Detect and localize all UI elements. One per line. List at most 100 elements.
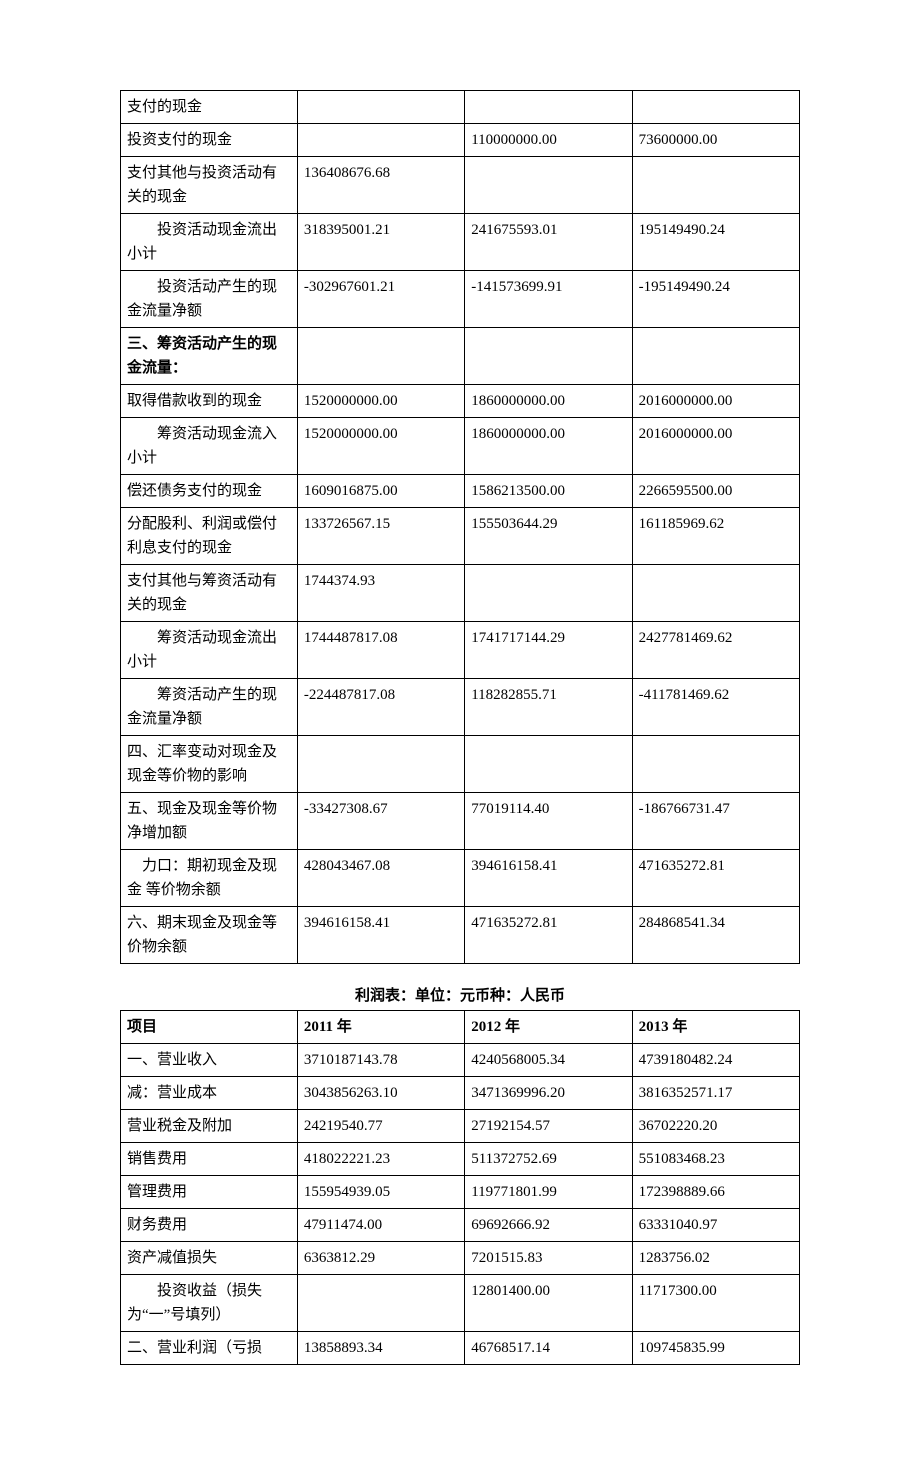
table-row: 投资支付的现金 110000000.0073600000.00	[121, 124, 800, 157]
row-label: 四、汇率变动对现金及现金等价物的影响	[121, 736, 298, 793]
cell-value: 69692666.92	[465, 1209, 632, 1242]
cell-value	[632, 565, 799, 622]
row-label: 支付其他与筹资活动有关的现金	[121, 565, 298, 622]
row-label: 筹资活动产生的现金流量净额	[121, 679, 298, 736]
cell-value: 1744374.93	[297, 565, 464, 622]
col-header-item: 项目	[121, 1011, 298, 1044]
col-header-2012: 2012 年	[465, 1011, 632, 1044]
cell-value: 471635272.81	[465, 907, 632, 964]
table-row: 六、期末现金及现金等价物余额394616158.41471635272.8128…	[121, 907, 800, 964]
table-row: 分配股利、利润或偿付利息支付的现金133726567.15155503644.2…	[121, 508, 800, 565]
cell-value: 394616158.41	[465, 850, 632, 907]
cell-value: 36702220.20	[632, 1110, 799, 1143]
row-label: 投资收益（损失为“一”号填列）	[121, 1275, 298, 1332]
row-label: 财务费用	[121, 1209, 298, 1242]
cell-value: -186766731.47	[632, 793, 799, 850]
cell-value: 161185969.62	[632, 508, 799, 565]
cell-value	[632, 328, 799, 385]
table-row: 力口：期初现金及现金 等价物余额428043467.08394616158.41…	[121, 850, 800, 907]
cell-value: -195149490.24	[632, 271, 799, 328]
cell-value: 1586213500.00	[465, 475, 632, 508]
table-row: 支付的现金	[121, 91, 800, 124]
cell-value: 47911474.00	[297, 1209, 464, 1242]
cell-value: 4739180482.24	[632, 1044, 799, 1077]
cell-value: 3816352571.17	[632, 1077, 799, 1110]
cell-value: 318395001.21	[297, 214, 464, 271]
cell-value: 1860000000.00	[465, 418, 632, 475]
cell-value: 110000000.00	[465, 124, 632, 157]
cell-value: 155503644.29	[465, 508, 632, 565]
cell-value: -411781469.62	[632, 679, 799, 736]
table-row: 销售费用418022221.23511372752.69551083468.23	[121, 1143, 800, 1176]
table-row: 投资收益（损失为“一”号填列） 12801400.0011717300.00	[121, 1275, 800, 1332]
cell-value: 1744487817.08	[297, 622, 464, 679]
cell-value: 136408676.68	[297, 157, 464, 214]
cell-value: 6363812.29	[297, 1242, 464, 1275]
cell-value: 73600000.00	[632, 124, 799, 157]
row-label: 投资活动现金流出小计	[121, 214, 298, 271]
table-row: 取得借款收到的现金1520000000.001860000000.0020160…	[121, 385, 800, 418]
row-label: 取得借款收到的现金	[121, 385, 298, 418]
table-row: 筹资活动现金流出小计1744487817.081741717144.292427…	[121, 622, 800, 679]
table-row: 三、筹资活动产生的现金流量：	[121, 328, 800, 385]
cell-value: 428043467.08	[297, 850, 464, 907]
cell-value: 13858893.34	[297, 1332, 464, 1365]
cell-value	[632, 157, 799, 214]
table-row: 筹资活动产生的现金流量净额-224487817.08118282855.71-4…	[121, 679, 800, 736]
table-row: 减：营业成本3043856263.103471369996.2038163525…	[121, 1077, 800, 1110]
table-row: 管理费用155954939.05119771801.99172398889.66	[121, 1176, 800, 1209]
row-label: 投资活动产生的现金流量净额	[121, 271, 298, 328]
cell-value: 3471369996.20	[465, 1077, 632, 1110]
cell-value: 27192154.57	[465, 1110, 632, 1143]
row-label: 减：营业成本	[121, 1077, 298, 1110]
cell-value	[297, 328, 464, 385]
row-label: 五、现金及现金等价物净增加额	[121, 793, 298, 850]
cell-value: 109745835.99	[632, 1332, 799, 1365]
row-label: 支付的现金	[121, 91, 298, 124]
row-label: 分配股利、利润或偿付利息支付的现金	[121, 508, 298, 565]
row-label: 支付其他与投资活动有关的现金	[121, 157, 298, 214]
cell-value: 7201515.83	[465, 1242, 632, 1275]
cell-value: 394616158.41	[297, 907, 464, 964]
cell-value: 2016000000.00	[632, 385, 799, 418]
cell-value: 118282855.71	[465, 679, 632, 736]
table-header-row: 项目 2011 年 2012 年 2013 年	[121, 1011, 800, 1044]
cell-value: 172398889.66	[632, 1176, 799, 1209]
income-statement-table: 项目 2011 年 2012 年 2013 年 一、营业收入3710187143…	[120, 1010, 800, 1365]
cell-value: 3710187143.78	[297, 1044, 464, 1077]
cell-value: 241675593.01	[465, 214, 632, 271]
row-label: 销售费用	[121, 1143, 298, 1176]
cell-value	[297, 124, 464, 157]
cell-value: 77019114.40	[465, 793, 632, 850]
cell-value: 511372752.69	[465, 1143, 632, 1176]
cell-value: 1860000000.00	[465, 385, 632, 418]
cell-value	[297, 736, 464, 793]
table-row: 营业税金及附加24219540.7727192154.5736702220.20	[121, 1110, 800, 1143]
income-statement-caption: 利润表：单位：元币种：人民币	[120, 984, 800, 1005]
cell-value: 11717300.00	[632, 1275, 799, 1332]
row-label: 一、营业收入	[121, 1044, 298, 1077]
row-label: 营业税金及附加	[121, 1110, 298, 1143]
cell-value	[297, 1275, 464, 1332]
row-label: 力口：期初现金及现金 等价物余额	[121, 850, 298, 907]
cell-value: 3043856263.10	[297, 1077, 464, 1110]
cell-value: 46768517.14	[465, 1332, 632, 1365]
table-row: 财务费用47911474.0069692666.9263331040.97	[121, 1209, 800, 1242]
cell-value: 24219540.77	[297, 1110, 464, 1143]
cell-value: 418022221.23	[297, 1143, 464, 1176]
cell-value: 2016000000.00	[632, 418, 799, 475]
cell-value	[465, 565, 632, 622]
table-row: 支付其他与筹资活动有关的现金1744374.93	[121, 565, 800, 622]
row-label: 筹资活动现金流入小计	[121, 418, 298, 475]
cell-value: 1741717144.29	[465, 622, 632, 679]
cell-value: 12801400.00	[465, 1275, 632, 1332]
row-label: 资产减值损失	[121, 1242, 298, 1275]
row-label: 投资支付的现金	[121, 124, 298, 157]
cell-value: 284868541.34	[632, 907, 799, 964]
table-row: 投资活动产生的现金流量净额-302967601.21-141573699.91-…	[121, 271, 800, 328]
cell-value: 63331040.97	[632, 1209, 799, 1242]
cell-value	[465, 328, 632, 385]
cell-value	[465, 157, 632, 214]
row-label: 管理费用	[121, 1176, 298, 1209]
table-row: 二、营业利润（亏损13858893.3446768517.14109745835…	[121, 1332, 800, 1365]
